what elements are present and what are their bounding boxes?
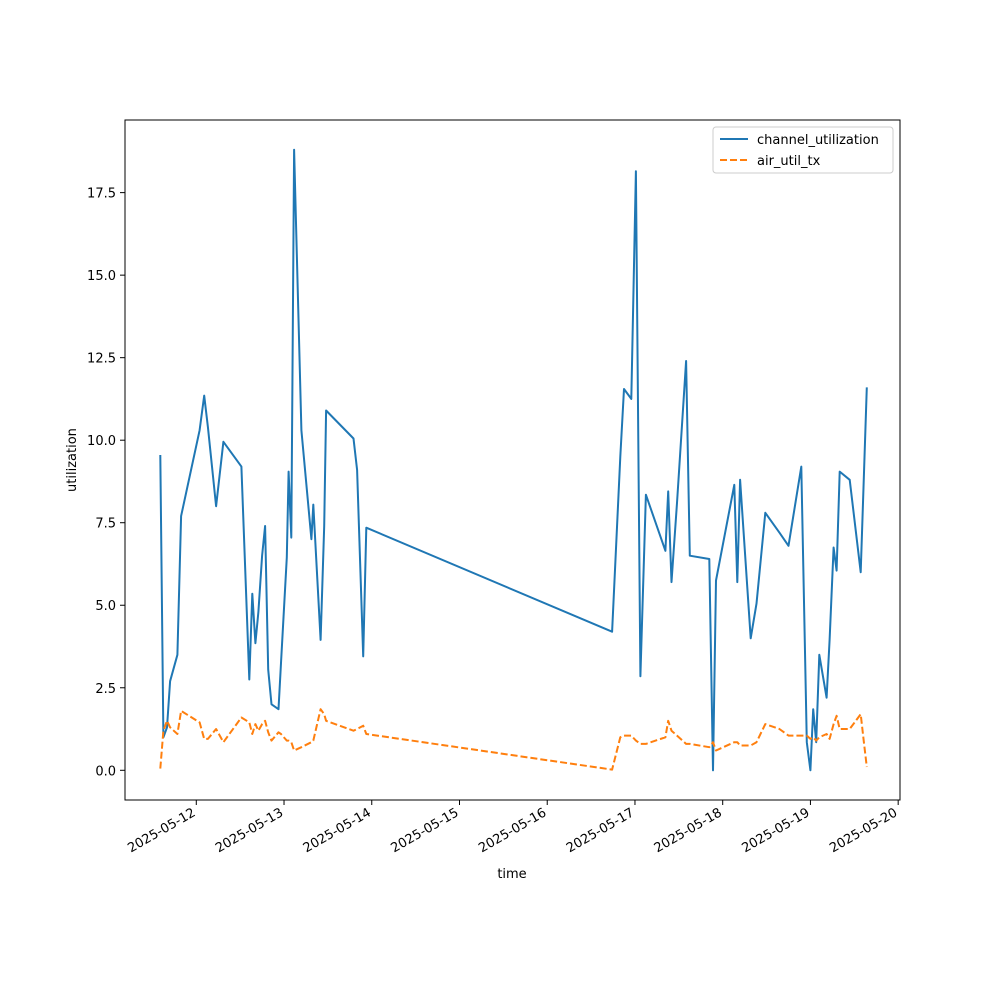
- legend-box: [712, 126, 894, 174]
- series-line-channel-utilization: [159, 148, 868, 772]
- series-line-air-util-tx: [159, 708, 868, 771]
- legend-label-air-util-tx: air_util_tx: [757, 154, 821, 169]
- y-tick-label: 17.5: [87, 187, 116, 202]
- y-tick-label: 7.5: [95, 517, 116, 532]
- y-tick-label: 5.0: [95, 599, 116, 614]
- y-tick-label: 2.5: [95, 682, 116, 697]
- y-tick-label: 15.0: [87, 269, 116, 284]
- y-axis-label: utilization: [65, 428, 80, 492]
- legend: channel_utilization air_util_tx: [712, 126, 894, 174]
- y-axis: 0.0 2.5 5.0 7.5 10.0 12.5 15.0 17.5: [87, 187, 125, 779]
- y-tick-label: 10.0: [87, 434, 116, 449]
- x-axis-label: time: [497, 867, 526, 882]
- legend-label-channel-utilization: channel_utilization: [757, 133, 879, 148]
- y-tick-label: 0.0: [95, 764, 116, 779]
- axes-frame: [124, 119, 901, 801]
- y-tick-label: 12.5: [87, 352, 116, 367]
